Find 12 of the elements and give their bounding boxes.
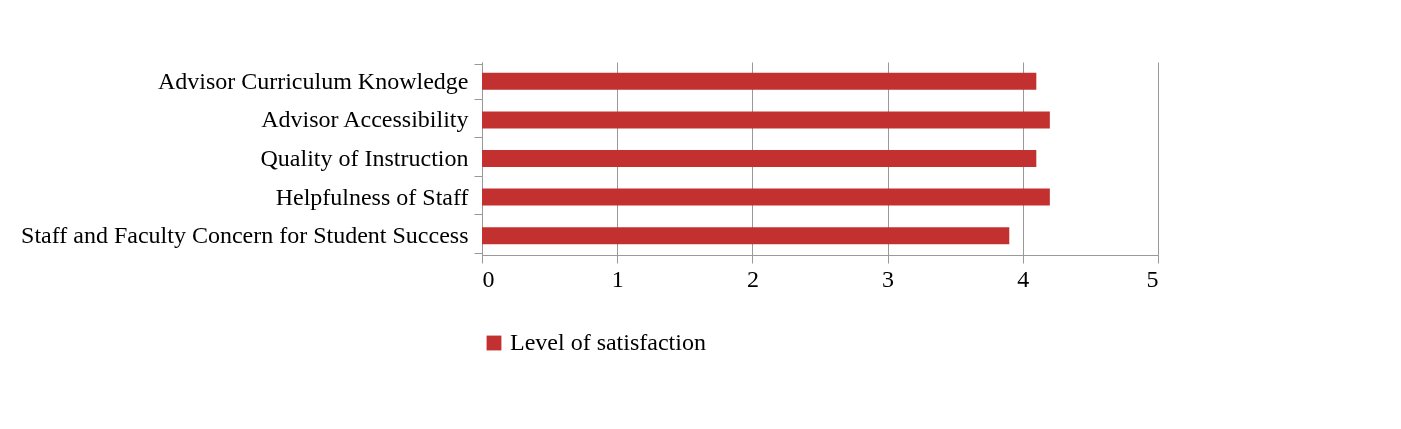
x-tick-label: 1 bbox=[611, 265, 624, 292]
y-tick-label: Advisor Accessibility bbox=[261, 106, 469, 133]
y-tick-label: Helpfulness of Staff bbox=[275, 183, 469, 210]
legend-label: Level of satisfaction bbox=[510, 329, 706, 355]
x-tick-label: 5 bbox=[1146, 265, 1159, 292]
x-tick-label: 2 bbox=[746, 265, 759, 292]
y-tick-label: Staff and Faculty Concern for Student Success bbox=[21, 222, 469, 249]
x-tick-label: 3 bbox=[882, 265, 895, 292]
y-tick-label: Quality of Instruction bbox=[260, 145, 469, 171]
x-tick-label: 0 bbox=[482, 265, 495, 292]
y-tick-label: Advisor Curriculum Knowledge bbox=[157, 67, 469, 94]
x-tick-label: 4 bbox=[1017, 265, 1030, 292]
